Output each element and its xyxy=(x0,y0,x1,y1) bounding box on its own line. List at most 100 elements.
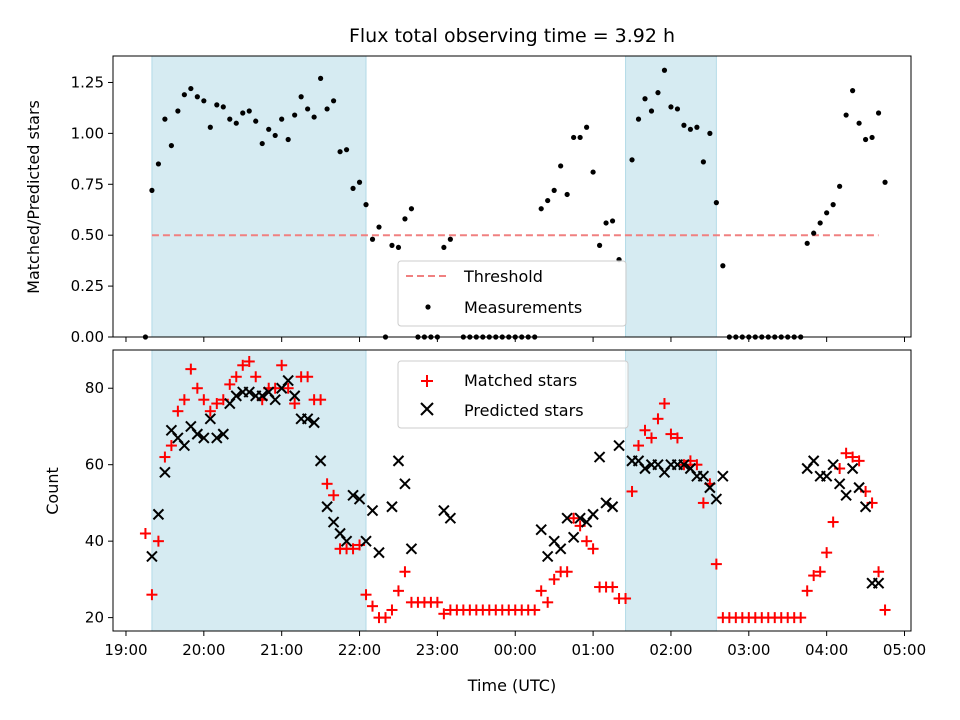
matched-star-point xyxy=(392,585,404,597)
measurement-point xyxy=(538,206,544,212)
matched-star-point xyxy=(152,535,164,547)
matched-star-point xyxy=(658,398,670,410)
observing-window-band xyxy=(625,55,717,338)
matched-star-point xyxy=(808,570,820,582)
measurement-point xyxy=(214,102,220,108)
measurement-point xyxy=(681,122,687,128)
measurement-point xyxy=(220,104,226,110)
matched-star-point xyxy=(328,489,340,501)
measurement-point xyxy=(655,90,661,96)
matched-star-point xyxy=(438,608,450,620)
predicted-star-point xyxy=(840,489,852,501)
y-tick-label: 60 xyxy=(85,456,104,474)
measurement-point xyxy=(259,140,265,147)
predicted-star-point xyxy=(321,501,333,513)
matched-star-point xyxy=(165,440,177,452)
matched-star-point xyxy=(321,478,333,490)
matched-star-point xyxy=(587,543,599,555)
measurement-point xyxy=(837,183,843,189)
measurement-point xyxy=(545,197,551,204)
ratio-legend: Threshold Measurements xyxy=(397,260,627,327)
measurement-point xyxy=(207,124,213,130)
predicted-star-point xyxy=(859,501,872,513)
ratio-x-ticks xyxy=(125,337,906,342)
x-tick-label: 21:00 xyxy=(260,641,303,659)
predicted-star-point xyxy=(146,550,158,563)
measurement-point xyxy=(188,85,194,92)
predicted-star-point xyxy=(535,523,547,536)
measurement-point xyxy=(882,179,888,185)
matched-star-point xyxy=(542,596,554,608)
measurement-point xyxy=(246,108,252,114)
measurement-point xyxy=(343,147,350,153)
measurement-point xyxy=(155,161,162,167)
y-tick-label: 20 xyxy=(85,609,104,627)
predicted-star-point xyxy=(717,470,729,482)
predicted-star-point xyxy=(587,508,599,521)
measurement-point xyxy=(603,220,609,226)
measurement-point xyxy=(389,242,395,248)
measurement-point xyxy=(856,120,862,126)
count-y-axis-label: Count xyxy=(43,467,62,515)
matched-star-point xyxy=(633,440,645,452)
predicted-star-point xyxy=(386,501,398,513)
predicted-star-point xyxy=(308,416,320,429)
matched-star-point xyxy=(230,371,242,383)
matched-star-point xyxy=(607,581,619,593)
matched-star-point xyxy=(224,378,236,390)
measurement-point xyxy=(298,94,304,100)
matched-star-point xyxy=(847,451,859,463)
matched-star-point xyxy=(159,451,171,463)
legend-matched-label: Matched stars xyxy=(464,371,577,390)
ratio-observing-window-bands xyxy=(151,55,717,338)
y-tick-label: 40 xyxy=(85,532,104,550)
measurement-point xyxy=(648,108,655,114)
matched-star-point xyxy=(879,604,891,616)
measurement-point xyxy=(369,236,376,242)
matched-star-point xyxy=(146,589,158,601)
matched-star-point xyxy=(139,528,151,540)
measurement-point xyxy=(318,75,324,81)
measurement-point xyxy=(642,96,648,102)
measurement-point xyxy=(149,187,155,193)
legend-measurements-swatch xyxy=(425,304,431,310)
predicted-star-point xyxy=(639,462,651,475)
measurement-point xyxy=(843,112,849,118)
ratio-y-axis-label: Matched/Predicted stars xyxy=(24,100,43,294)
predicted-star-point xyxy=(678,458,690,471)
measurement-point xyxy=(700,159,706,165)
predicted-star-point xyxy=(152,508,165,521)
matched-star-point xyxy=(185,363,197,375)
predicted-star-point xyxy=(243,386,255,398)
measurement-point xyxy=(272,132,278,139)
predicted-stars-points xyxy=(146,374,885,589)
measurement-point xyxy=(402,216,408,222)
measurement-point xyxy=(713,200,719,206)
matched-star-point xyxy=(347,543,359,555)
legend-predicted-swatch xyxy=(420,402,434,416)
matched-star-point xyxy=(198,394,210,406)
predicted-star-point xyxy=(230,390,242,402)
matched-star-point xyxy=(840,447,852,459)
matched-star-point xyxy=(379,612,391,624)
y-tick-label: 0.25 xyxy=(71,277,104,295)
measurement-point xyxy=(441,244,447,251)
matched-star-point xyxy=(697,497,709,509)
matched-star-point xyxy=(431,596,443,608)
y-tick-label: 1.00 xyxy=(71,124,104,142)
matched-star-point xyxy=(535,585,547,597)
predicted-star-point xyxy=(561,512,573,524)
measurement-point xyxy=(395,244,402,251)
count-legend: Matched stars Predicted stars xyxy=(397,360,629,429)
measurement-point xyxy=(240,110,246,116)
predicted-star-point xyxy=(606,501,619,513)
measurement-point xyxy=(194,94,200,100)
measurement-point xyxy=(356,179,363,185)
predicted-star-point xyxy=(541,550,554,563)
observing-window-band xyxy=(625,349,717,632)
y-tick-label: 0.75 xyxy=(71,175,104,193)
measurement-point xyxy=(305,106,311,112)
matched-star-point xyxy=(191,382,203,394)
matched-star-point xyxy=(204,405,216,417)
